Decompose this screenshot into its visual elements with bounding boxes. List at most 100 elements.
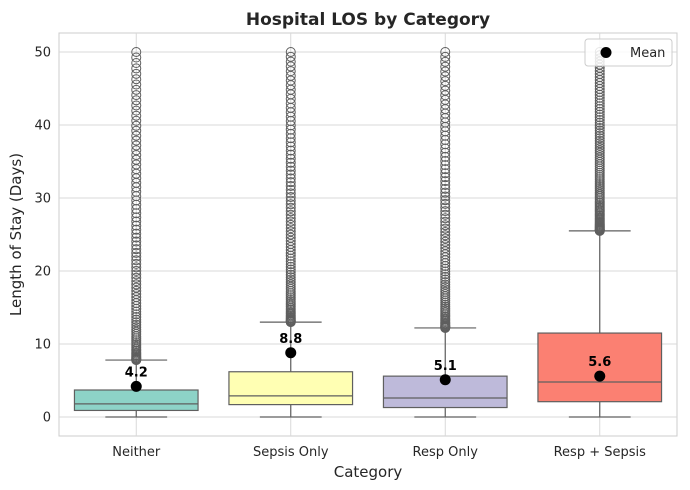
outlier-2-59 <box>440 179 451 190</box>
outlier-0-34 <box>131 288 142 299</box>
outlier-1-67 <box>285 145 296 156</box>
outlier-3-69 <box>594 106 605 117</box>
outlier-2-84 <box>440 71 451 82</box>
box-1 <box>228 371 354 406</box>
legend-label-mean: Mean <box>630 46 665 61</box>
outlier-0-76 <box>131 115 142 126</box>
outlier-2-29 <box>440 277 451 288</box>
outlier-1-70 <box>285 133 296 144</box>
mean-marker-1 <box>285 347 297 359</box>
outlier-0-49 <box>131 236 142 247</box>
outlier-2-87 <box>440 56 451 67</box>
outlier-2-43 <box>440 236 451 247</box>
outlier-3-57 <box>594 138 605 149</box>
outlier-1-87 <box>285 56 296 67</box>
outlier-1-49 <box>285 213 296 224</box>
outlier-2-58 <box>440 183 451 194</box>
outlier-0-44 <box>131 255 142 266</box>
outlier-0-51 <box>131 228 142 239</box>
y-axis-ticks: 0 10 20 30 40 50 <box>34 45 51 425</box>
outlier-2-28 <box>440 279 451 290</box>
legend-box <box>584 38 673 67</box>
outlier-3-64 <box>594 120 605 131</box>
outlier-1-69 <box>285 137 296 148</box>
outlier-2-51 <box>440 209 451 220</box>
outlier-2-89 <box>440 46 451 57</box>
outlier-2-66 <box>440 151 451 162</box>
outlier-2-86 <box>440 61 451 72</box>
outlier-0-22 <box>131 322 142 333</box>
outlier-0-89 <box>131 46 142 57</box>
outlier-1-51 <box>285 206 296 217</box>
outlier-2-54 <box>440 198 451 209</box>
outlier-3-68 <box>594 109 605 120</box>
box-3 <box>537 332 663 403</box>
outlier-1-46 <box>285 223 296 234</box>
outlier-0-68 <box>131 154 142 165</box>
outlier-3-65 <box>594 117 605 128</box>
outlier-0-43 <box>131 258 142 269</box>
x-axis-label: Category <box>334 463 403 481</box>
outlier-0-46 <box>131 247 142 258</box>
y-tick-label-30: 30 <box>34 191 51 206</box>
outlier-2-64 <box>440 160 451 171</box>
box-0 <box>73 389 199 412</box>
y-tick-label-0: 0 <box>43 411 51 426</box>
box-group-2: 5.1 <box>382 46 508 418</box>
outlier-0-74 <box>131 125 142 136</box>
x-tick-label-2: Resp Only <box>413 445 479 460</box>
outlier-2-53 <box>440 202 451 213</box>
y-tick-label-40: 40 <box>34 118 51 133</box>
outlier-0-78 <box>131 105 142 116</box>
outlier-1-29 <box>285 272 296 283</box>
outlier-0-40 <box>131 269 142 280</box>
outlier-2-62 <box>440 168 451 179</box>
outlier-1-50 <box>285 209 296 220</box>
outlier-0-85 <box>131 68 142 79</box>
outlier-3-67 <box>594 112 605 123</box>
outlier-2-88 <box>440 51 451 62</box>
outlier-0-69 <box>131 150 142 161</box>
outlier-1-56 <box>285 188 296 199</box>
outlier-2-63 <box>440 164 451 175</box>
outlier-1-59 <box>285 177 296 188</box>
outlier-1-68 <box>285 141 296 152</box>
outlier-2-55 <box>440 195 451 206</box>
outlier-0-38 <box>131 276 142 287</box>
outlier-1-30 <box>285 269 296 280</box>
outlier-0-72 <box>131 135 142 146</box>
outlier-2-67 <box>440 147 451 158</box>
outlier-0-41 <box>131 265 142 276</box>
outlier-0-73 <box>131 130 142 141</box>
mean-label-2: 5.1 <box>434 359 457 374</box>
outlier-1-32 <box>285 264 296 275</box>
outlier-1-65 <box>285 153 296 164</box>
outlier-1-66 <box>285 149 296 160</box>
outlier-0-70 <box>131 145 142 156</box>
outlier-0-21 <box>131 324 142 335</box>
outlier-1-48 <box>285 216 296 227</box>
outlier-1-85 <box>285 66 296 77</box>
outlier-2-50 <box>440 213 451 224</box>
outlier-2-47 <box>440 223 451 234</box>
outlier-0-25 <box>131 314 142 325</box>
outlier-0-54 <box>131 216 142 227</box>
outlier-2-57 <box>440 187 451 198</box>
outlier-1-61 <box>285 169 296 180</box>
mean-label-0: 4.2 <box>125 365 148 380</box>
outlier-1-57 <box>285 184 296 195</box>
y-tick-label-10: 10 <box>34 338 51 353</box>
outlier-0-37 <box>131 279 142 290</box>
outlier-1-45 <box>285 226 296 237</box>
outlier-0-23 <box>131 319 142 330</box>
mean-label-1: 8.8 <box>279 332 302 347</box>
x-tick-label-0: Neither <box>112 445 161 460</box>
outlier-1-89 <box>285 46 296 57</box>
outlier-1-55 <box>285 192 296 203</box>
outlier-2-25 <box>440 286 451 297</box>
x-tick-label-1: Sepsis Only <box>253 445 329 460</box>
outlier-0-47 <box>131 244 142 255</box>
outlier-3-63 <box>594 122 605 133</box>
outlier-2-82 <box>440 80 451 91</box>
